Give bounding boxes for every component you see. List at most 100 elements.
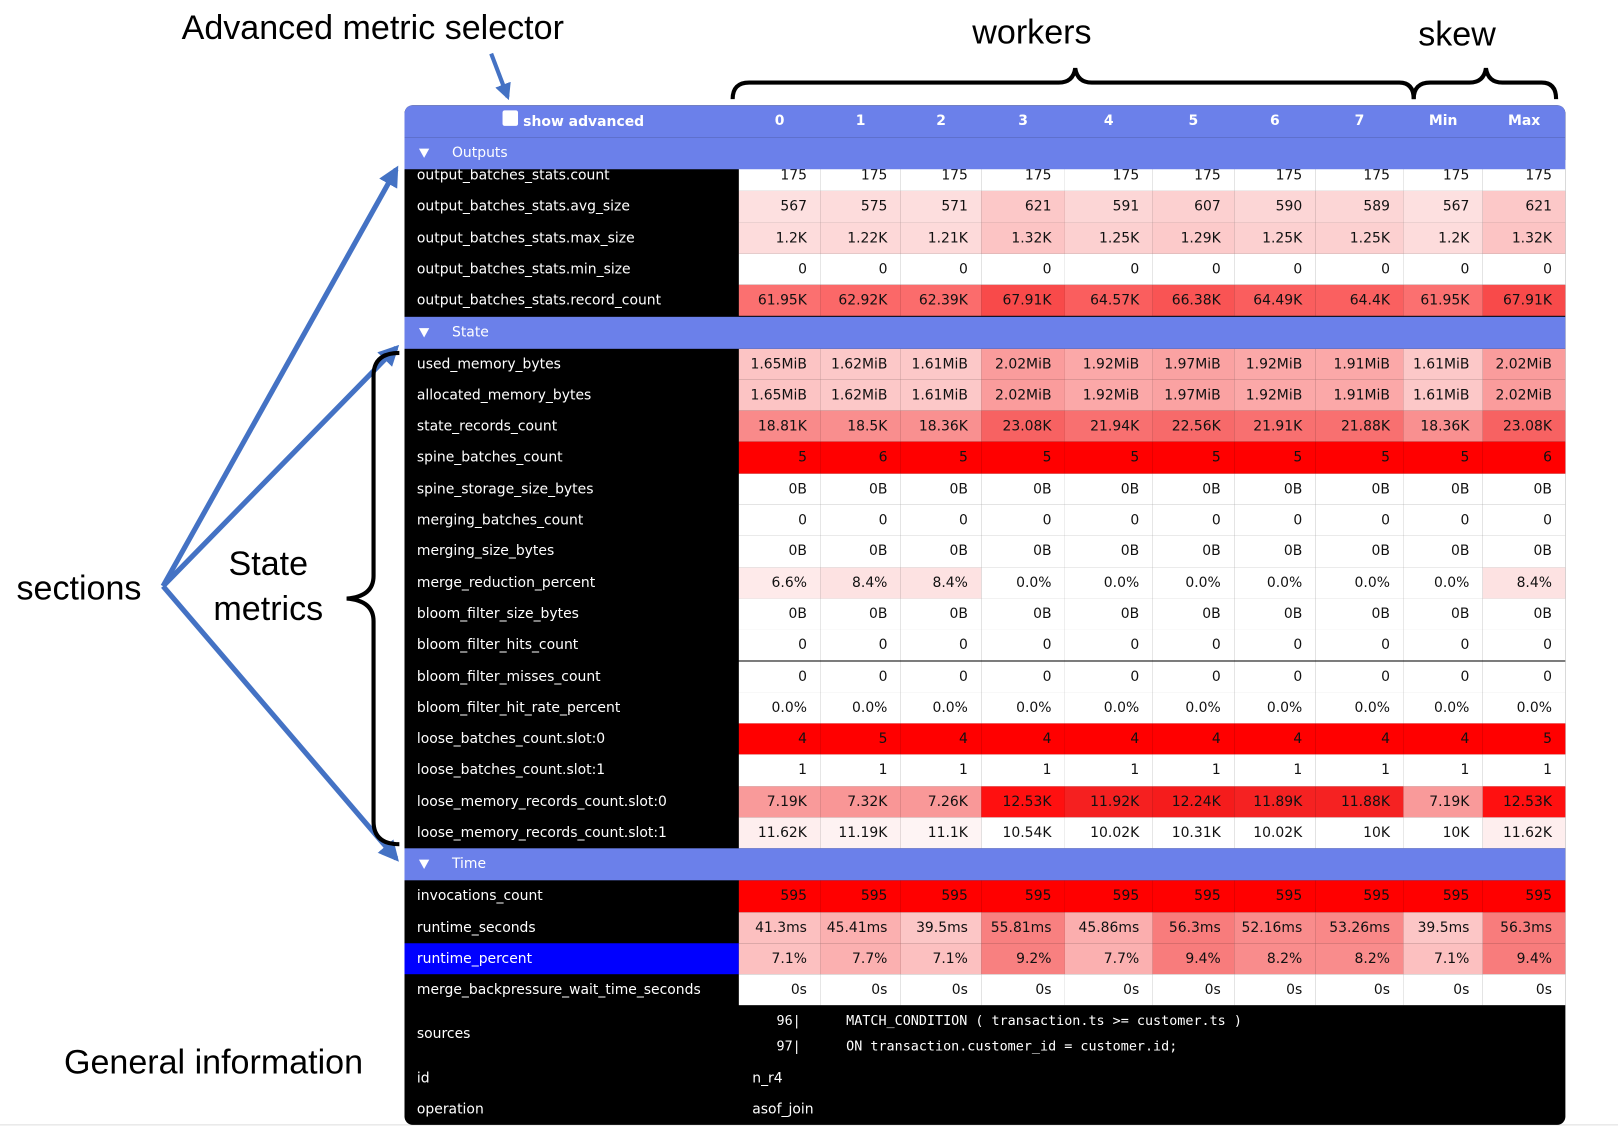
metric-value: 0.0%: [1482, 692, 1566, 724]
metric-value: 0: [1064, 253, 1153, 286]
metric-value: 0B: [1403, 473, 1483, 505]
annotation: State metrics: [213, 543, 324, 628]
metric-value: 0: [1403, 660, 1483, 693]
metric-value: 0B: [1315, 473, 1404, 505]
metric-value: 595: [1064, 880, 1153, 912]
section-bar[interactable]: [404, 848, 1566, 881]
metric-value: 0B: [1152, 535, 1235, 568]
collapse-icon[interactable]: [418, 148, 430, 158]
metric-value: 1: [820, 754, 901, 787]
metric-name: runtime_seconds: [416, 919, 536, 936]
column-header: Min: [1428, 112, 1458, 129]
metric-name: invocations_count: [416, 887, 543, 905]
metric-value: 621: [1482, 191, 1566, 223]
metric-value: 0.0%: [820, 692, 901, 724]
info-label: operation: [416, 1100, 484, 1118]
metric-value: 6.6%: [738, 567, 821, 599]
metric-value: 1: [1064, 754, 1153, 787]
metric-value: 589: [1315, 191, 1404, 223]
metric-value: 8.2%: [1315, 943, 1404, 975]
metric-value: 0: [1152, 504, 1235, 536]
metric-value: 1.2K: [1403, 222, 1483, 254]
metric-value: 55.81ms: [981, 911, 1065, 944]
metric-value: 0: [1234, 504, 1316, 536]
metric-value: 0B: [1064, 535, 1153, 568]
metric-name: used_memory_bytes: [416, 355, 561, 373]
metric-value: 1: [1152, 754, 1235, 787]
metric-value: 595: [981, 880, 1065, 912]
metric-value: 64.57K: [1064, 285, 1153, 317]
metric-value: 6: [820, 442, 901, 474]
metric-value: 4: [1064, 723, 1153, 755]
section-title: Outputs: [451, 144, 508, 161]
skew-brace: [1411, 67, 1559, 100]
metric-value: 5: [1482, 723, 1566, 755]
metric-value: 1.2K: [738, 222, 821, 254]
metric-value: 595: [738, 880, 821, 912]
metric-name: output_batches_stats.count: [416, 167, 610, 184]
metric-value: 0: [1315, 660, 1404, 693]
advanced-checkbox[interactable]: [502, 110, 519, 126]
metric-value: 1.22K: [820, 222, 901, 254]
metric-value: 0: [1482, 253, 1566, 286]
metric-value: 1.92MiB: [1234, 348, 1316, 380]
section-bar[interactable]: [404, 316, 1566, 349]
metric-value: 12.53K: [1482, 786, 1566, 818]
metric-value: 1.97MiB: [1152, 348, 1235, 380]
collapse-icon[interactable]: [418, 859, 430, 870]
metric-value: 0: [1403, 253, 1483, 286]
collapse-icon[interactable]: [418, 327, 430, 337]
metric-value: 53.26ms: [1315, 911, 1404, 944]
metric-value: 4: [1234, 723, 1316, 755]
metric-value: 1.62MiB: [820, 379, 901, 411]
metric-value: 21.91K: [1234, 410, 1316, 443]
metric-value: 39.5ms: [1403, 911, 1483, 944]
annotation: skew: [1418, 14, 1496, 53]
metric-value: 0.0%: [981, 567, 1065, 599]
metric-value: 0: [900, 660, 982, 693]
metric-value: 39.5ms: [900, 911, 982, 944]
metric-value: 1: [900, 754, 982, 787]
metric-name: bloom_filter_hit_rate_percent: [416, 699, 621, 716]
metric-value: 0.0%: [1403, 567, 1483, 599]
metric-value: 595: [1403, 880, 1483, 912]
metric-value: 0: [820, 660, 901, 693]
metric-value: 1.62MiB: [820, 348, 901, 380]
metric-value: 0: [1152, 629, 1235, 661]
metric-value: 0.0%: [738, 692, 821, 724]
metric-value: 1.29K: [1152, 222, 1235, 254]
metric-value: 5: [1064, 442, 1153, 474]
metric-value: 0: [981, 253, 1065, 286]
metric-name: merging_size_bytes: [416, 543, 555, 560]
metric-value: 1: [1403, 754, 1483, 787]
metric-name: spine_storage_size_bytes: [416, 480, 594, 498]
metric-value: 0B: [1403, 598, 1483, 630]
metrics-table: show advanced 0 1 2 3 4 5 6 7 Min Max Outputs output…: [404, 105, 1566, 1125]
metric-value: 1: [1315, 754, 1404, 787]
metric-value: 0s: [1482, 974, 1566, 1006]
metric-name: loose_memory_records_count.slot:1: [416, 824, 667, 842]
metric-value: 11.88K: [1315, 786, 1404, 818]
metric-value: 18.36K: [900, 410, 982, 443]
metric-value: 0B: [738, 473, 821, 505]
metric-value: 6: [1482, 442, 1566, 474]
metric-value: 0.0%: [1315, 692, 1404, 724]
metric-value: 8.4%: [900, 567, 982, 599]
metric-value: 0: [900, 253, 982, 286]
metric-value: 41.3ms: [738, 911, 821, 944]
metric-value: 21.94K: [1064, 410, 1153, 443]
metric-value: 1.32K: [1482, 222, 1566, 254]
metric-value: 12.53K: [981, 786, 1065, 818]
metric-value: 56.3ms: [1482, 911, 1566, 944]
metric-value: 0B: [820, 598, 901, 630]
metric-value: 567: [1403, 191, 1483, 223]
metric-value: 1: [981, 754, 1065, 787]
metric-value: 45.41ms: [820, 911, 901, 944]
metric-value: 621: [981, 191, 1065, 223]
metric-value: 56.3ms: [1152, 911, 1235, 944]
metric-value: 10.02K: [1064, 817, 1153, 849]
metric-value: 0B: [738, 535, 821, 568]
metric-value: 1.21K: [900, 222, 982, 254]
section-bar[interactable]: [404, 137, 1566, 170]
